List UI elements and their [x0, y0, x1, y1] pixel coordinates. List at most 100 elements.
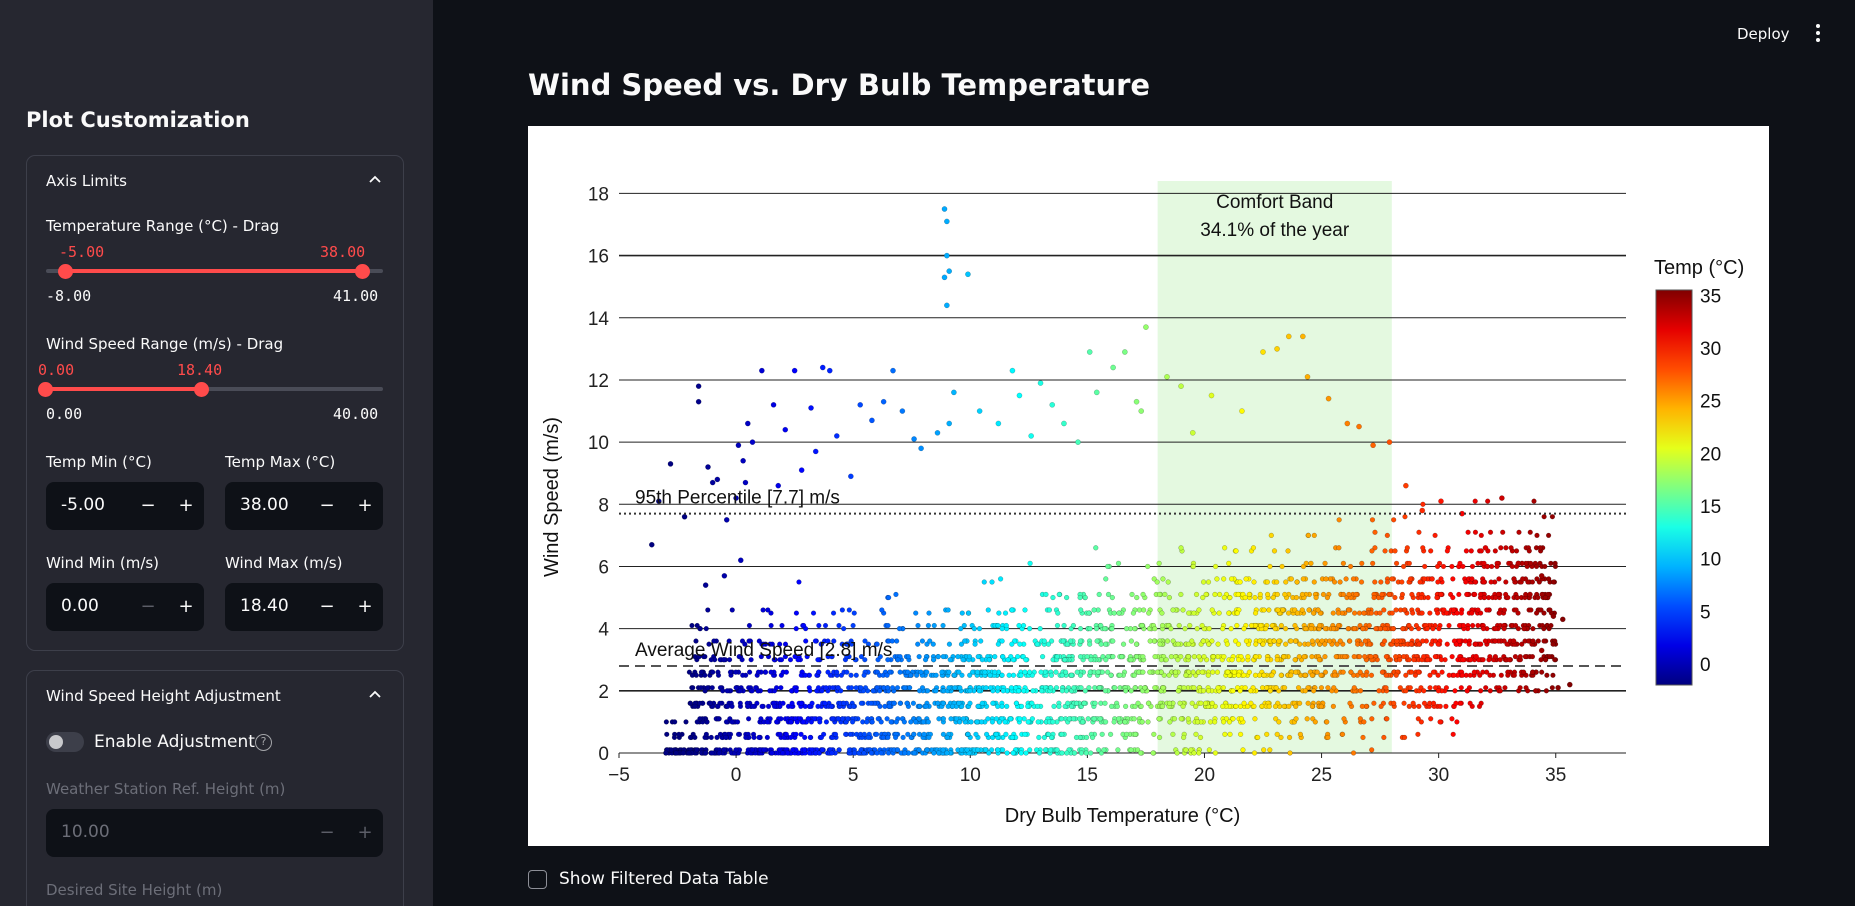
scatter-point: [667, 461, 674, 467]
scatter-point: [723, 516, 730, 523]
wind-max-input[interactable]: 18.40 − +: [225, 583, 383, 631]
chevron-up-icon[interactable]: [369, 174, 381, 186]
ref-height-value[interactable]: 10.00: [61, 822, 110, 842]
wind-max-label: Wind Max (m/s): [225, 554, 343, 572]
scatter-point: [775, 482, 782, 489]
y-tick-label: 16: [588, 247, 609, 268]
scatter-point: [1344, 420, 1351, 427]
show-table-checkbox[interactable]: [528, 870, 547, 889]
temp-min-decrement-button[interactable]: −: [140, 495, 156, 516]
colorbar: [1655, 289, 1693, 686]
comfort-band: [1157, 181, 1392, 753]
scatter-point: [782, 426, 789, 433]
show-table-label[interactable]: Show Filtered Data Table: [559, 869, 769, 889]
wind-range-high-handle[interactable]: [194, 382, 209, 397]
scatter-point: [1285, 333, 1292, 340]
wind-range-low-value: 0.00: [38, 361, 75, 379]
x-tick-label: 0: [731, 765, 742, 786]
temp-range-high-handle[interactable]: [355, 264, 370, 279]
x-tick-label: 20: [1194, 765, 1215, 786]
scatter-point: [976, 408, 983, 414]
scatter-point: [1189, 429, 1196, 436]
colorbar-tick-label: 5: [1700, 602, 1711, 623]
y-tick-label: 8: [598, 495, 609, 516]
y-tick-label: 18: [588, 184, 609, 205]
wind-max-increment-button[interactable]: +: [357, 596, 373, 617]
wind-max-value[interactable]: 18.40: [240, 596, 289, 616]
colorbar-tick-label: 20: [1700, 444, 1721, 465]
wind-min-value[interactable]: 0.00: [61, 596, 99, 616]
scatter-point: [1110, 364, 1116, 371]
scatter-point: [1538, 572, 1545, 579]
scatter-point: [1093, 389, 1100, 396]
wind-range-low-handle[interactable]: [38, 382, 53, 397]
scatter-point: [1304, 373, 1311, 380]
enable-adjustment-toggle[interactable]: [46, 732, 84, 752]
scatter-point: [1473, 653, 1479, 660]
scatter-point: [1538, 647, 1545, 654]
scatter-point: [1555, 684, 1561, 691]
scatter-point: [735, 442, 742, 449]
temp-max-decrement-button[interactable]: −: [319, 495, 335, 516]
scatter-point: [857, 401, 864, 408]
wind-min-increment-button[interactable]: +: [178, 596, 194, 617]
temp-range-max-label: 41.00: [333, 287, 379, 305]
x-tick-label: 10: [960, 765, 981, 786]
temp-min-increment-button[interactable]: +: [178, 495, 194, 516]
wind-min-decrement-button[interactable]: −: [140, 596, 156, 617]
scatter-point: [1482, 544, 1489, 551]
scatter-point: [812, 448, 819, 455]
scatter-point: [1419, 507, 1426, 514]
comfort-band-sublabel: 34.1% of the year: [1200, 220, 1350, 241]
scatter-point: [1178, 383, 1184, 390]
axis-limits-header[interactable]: Axis Limits: [46, 172, 127, 190]
scatter-point: [695, 383, 702, 390]
ref-height-increment-button[interactable]: +: [357, 822, 373, 843]
scatter-point: [1009, 367, 1016, 374]
reference-line-label: 95th Percentile [7.7] m/s: [635, 488, 840, 509]
temp-range-fill: [65, 269, 362, 273]
temp-range-low-handle[interactable]: [58, 264, 73, 279]
scatter-point: [1061, 420, 1067, 427]
temp-max-input[interactable]: 38.00 − +: [225, 482, 383, 530]
y-tick-label: 14: [588, 309, 610, 330]
scatter-point: [705, 464, 711, 470]
scatter-point: [721, 572, 728, 579]
x-axis-label: Dry Bulb Temperature (°C): [1005, 805, 1240, 827]
ref-height-input[interactable]: 10.00 − +: [46, 809, 383, 857]
wind-range-track[interactable]: [46, 387, 383, 391]
scatter-point: [1239, 408, 1245, 414]
x-tick-label: 15: [1077, 765, 1098, 786]
ref-height-decrement-button[interactable]: −: [319, 822, 335, 843]
scatter-point: [744, 420, 751, 427]
scatter-point: [880, 398, 887, 405]
scatter-point: [681, 513, 688, 520]
temp-max-value[interactable]: 38.00: [240, 495, 289, 515]
chevron-up-icon[interactable]: [369, 689, 381, 701]
wind-max-decrement-button[interactable]: −: [319, 596, 335, 617]
colorbar-tick-label: 25: [1700, 392, 1721, 413]
colorbar-tick-label: 10: [1700, 550, 1721, 571]
scatter-point: [826, 367, 833, 374]
wind-range-fill: [46, 387, 202, 391]
scatter-point: [946, 420, 953, 427]
deploy-button[interactable]: Deploy: [1737, 25, 1790, 43]
scatter-point: [1028, 433, 1035, 439]
scatter-point: [1208, 392, 1215, 399]
temp-min-value[interactable]: -5.00: [61, 495, 105, 515]
height-adjust-header[interactable]: Wind Speed Height Adjustment: [46, 687, 281, 705]
scatter-point: [995, 420, 1002, 427]
page-title: Wind Speed vs. Dry Bulb Temperature: [528, 68, 1151, 102]
wind-min-input[interactable]: 0.00 − +: [46, 583, 204, 631]
scatter-point: [655, 498, 662, 505]
temp-max-label: Temp Max (°C): [225, 453, 336, 471]
temp-range-low-value: -5.00: [59, 243, 105, 261]
scatter-point: [1143, 324, 1149, 330]
kebab-menu-icon[interactable]: [1814, 24, 1822, 44]
temp-max-increment-button[interactable]: +: [357, 495, 373, 516]
reference-line-label: Average Wind Speed [2.8] m/s: [635, 640, 892, 661]
scatter-point: [1370, 442, 1376, 449]
help-icon[interactable]: ?: [255, 734, 272, 751]
temp-min-input[interactable]: -5.00 − +: [46, 482, 204, 530]
